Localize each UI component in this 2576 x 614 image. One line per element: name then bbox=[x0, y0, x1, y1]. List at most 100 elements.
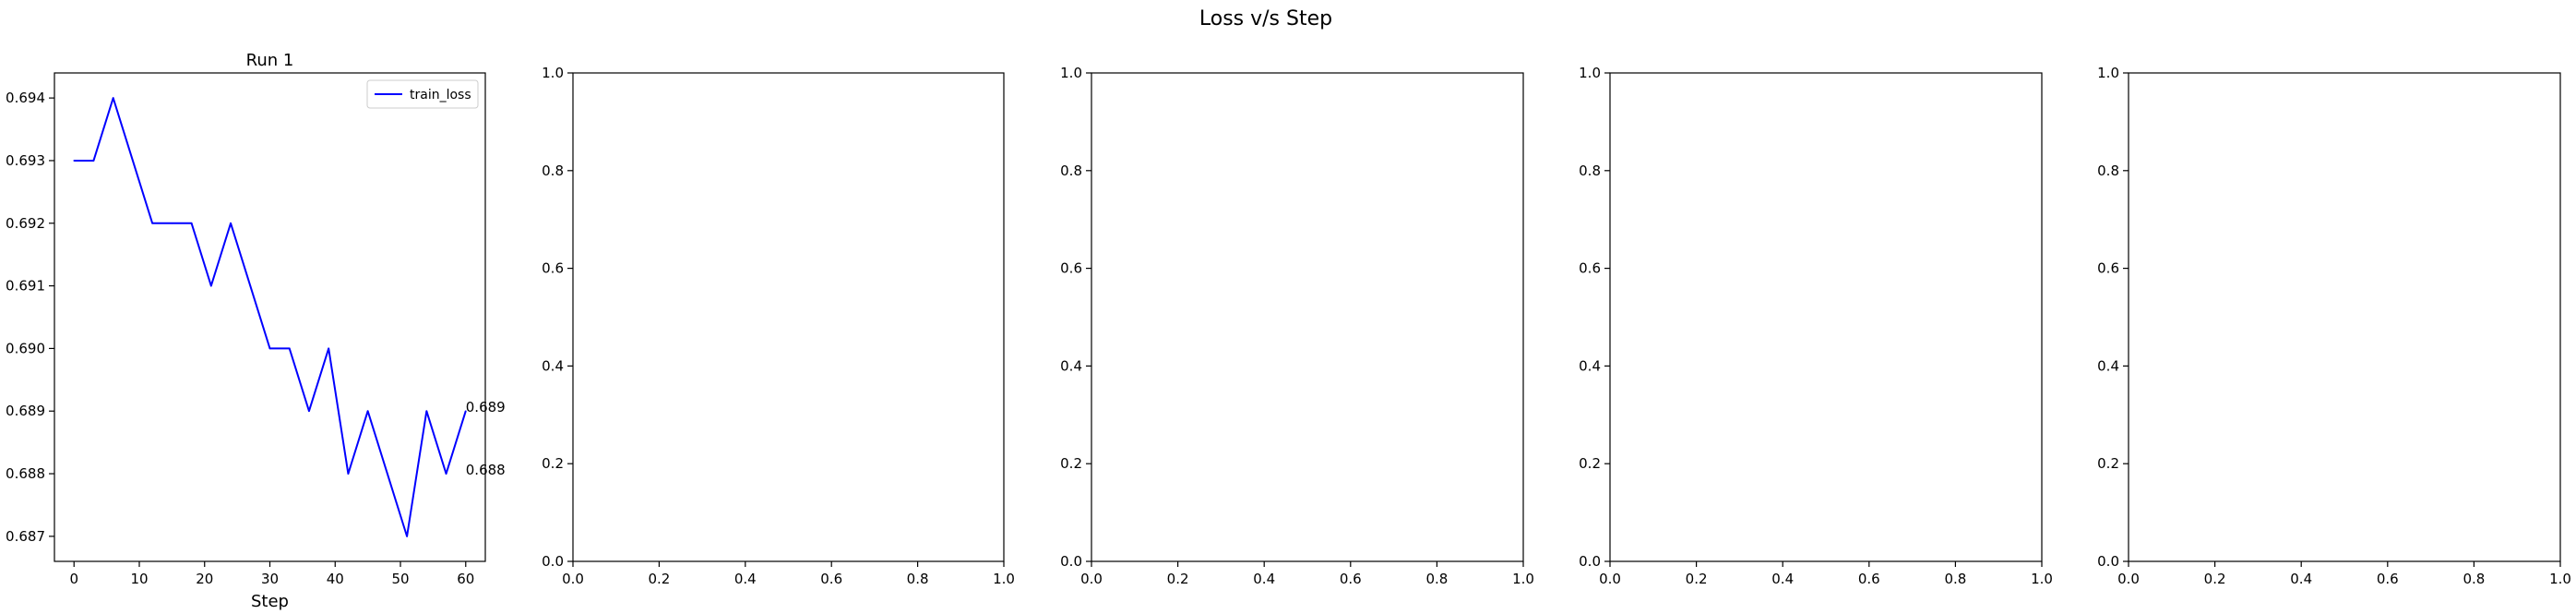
y-tick-label: 0.691 bbox=[6, 278, 45, 295]
y-tick-label: 0.4 bbox=[542, 357, 564, 374]
x-tick-label: 0.0 bbox=[2117, 571, 2140, 587]
y-tick-label: 0.2 bbox=[1579, 455, 1601, 472]
data-point bbox=[347, 473, 350, 475]
y-tick-label: 0.8 bbox=[2097, 163, 2119, 179]
x-tick-label: 0.8 bbox=[1944, 571, 1966, 587]
data-point bbox=[73, 160, 76, 162]
x-tick-label: 0.0 bbox=[1599, 571, 1621, 587]
y-tick-label: 1.0 bbox=[1579, 65, 1601, 81]
x-tick-label: 0.2 bbox=[2204, 571, 2226, 587]
x-tick-label: 0.2 bbox=[1686, 571, 1708, 587]
data-point bbox=[387, 473, 388, 475]
y-tick-label: 0.0 bbox=[2097, 553, 2119, 570]
x-tick-label: 1.0 bbox=[1512, 571, 1534, 587]
data-point bbox=[190, 222, 193, 224]
data-point bbox=[445, 473, 447, 475]
y-tick-label: 0.692 bbox=[6, 215, 45, 232]
y-tick-label: 0.693 bbox=[6, 152, 45, 169]
x-tick-label: 0.4 bbox=[1253, 571, 1275, 587]
subplot-title: Run 1 bbox=[246, 51, 294, 70]
y-tick-label: 0.687 bbox=[6, 528, 45, 545]
y-tick-label: 0.0 bbox=[1579, 553, 1601, 570]
x-tick-label: 30 bbox=[261, 571, 279, 587]
x-tick-label: 10 bbox=[130, 571, 148, 587]
y-tick-label: 1.0 bbox=[542, 65, 564, 81]
x-tick-label: 0.4 bbox=[1771, 571, 1794, 587]
data-point bbox=[151, 222, 153, 224]
x-tick-label: 0.8 bbox=[907, 571, 929, 587]
y-tick-label: 0.8 bbox=[1579, 163, 1601, 179]
data-point bbox=[328, 347, 329, 350]
y-tick-label: 0.2 bbox=[542, 455, 564, 472]
y-tick-label: 0.8 bbox=[1060, 163, 1082, 179]
legend-label: train_loss bbox=[410, 88, 471, 102]
legend-box bbox=[366, 79, 479, 109]
y-tick-label: 0.694 bbox=[6, 90, 45, 106]
figure-title: Loss v/s Step bbox=[1199, 7, 1332, 30]
x-tick-label: 0.4 bbox=[2290, 571, 2312, 587]
y-tick-label: 0.6 bbox=[1579, 260, 1601, 277]
y-tick-label: 0.2 bbox=[1060, 455, 1082, 472]
x-tick-label: 0.6 bbox=[1858, 571, 1880, 587]
y-tick-label: 0.6 bbox=[2097, 260, 2119, 277]
data-point bbox=[268, 347, 271, 350]
x-tick-label: 1.0 bbox=[2031, 571, 2053, 587]
x-tick-label: 0.0 bbox=[1080, 571, 1103, 587]
axes-frame bbox=[1609, 72, 2043, 562]
data-point bbox=[132, 160, 134, 162]
y-tick-label: 0.8 bbox=[542, 163, 564, 179]
axes-frame bbox=[2128, 72, 2561, 562]
y-tick-label: 0.688 bbox=[6, 465, 45, 482]
data-point bbox=[366, 410, 369, 413]
x-tick-label: 50 bbox=[391, 571, 409, 587]
legend: train_loss bbox=[366, 79, 479, 109]
data-label: 0.688 bbox=[466, 462, 506, 478]
y-tick-label: 0.4 bbox=[2097, 357, 2119, 374]
data-point bbox=[425, 410, 428, 413]
subplot-1: 0 10 20 30 40 50 60 0.687 0.688 0.689 0.690 0.691 0.… bbox=[6, 51, 506, 611]
y-tick-label: 0.4 bbox=[1060, 357, 1082, 374]
subplot-2: 0.0 0.2 0.4 0.6 0.8 1.0 0.0 0.2 0.4 0.6 0.8 1.0 bbox=[542, 65, 1015, 587]
x-tick-label: 0.8 bbox=[1425, 571, 1448, 587]
x-tick-label: 1.0 bbox=[2549, 571, 2571, 587]
data-point bbox=[230, 222, 232, 224]
axes-frame bbox=[1091, 72, 1524, 562]
data-point bbox=[210, 284, 212, 287]
y-tick-label: 1.0 bbox=[2097, 65, 2119, 81]
data-point bbox=[308, 410, 310, 413]
subplot-5: 0.0 0.2 0.4 0.6 0.8 1.0 0.0 0.2 0.4 0.6 0.8 1.0 bbox=[2097, 65, 2571, 587]
x-tick-label: 0.2 bbox=[648, 571, 670, 587]
y-tick-label: 1.0 bbox=[1060, 65, 1082, 81]
x-tick-label: 0 bbox=[69, 571, 78, 587]
x-tick-label: 0.2 bbox=[1167, 571, 1189, 587]
subplot-panels: 0 10 20 30 40 50 60 0.687 0.688 0.689 0.690 0.691 0.… bbox=[6, 51, 2571, 611]
y-tick-label: 0.0 bbox=[1060, 553, 1082, 570]
data-point bbox=[112, 97, 114, 99]
x-tick-label: 1.0 bbox=[993, 571, 1015, 587]
x-tick-label: 60 bbox=[457, 571, 474, 587]
subplot-3: 0.0 0.2 0.4 0.6 0.8 1.0 0.0 0.2 0.4 0.6 0.8 1.0 bbox=[1060, 65, 1534, 587]
x-tick-label: 0.4 bbox=[734, 571, 757, 587]
data-point bbox=[464, 410, 467, 413]
data-point bbox=[92, 160, 95, 162]
data-point bbox=[288, 347, 291, 350]
data-point bbox=[249, 284, 252, 287]
y-tick-label: 0.2 bbox=[2097, 455, 2119, 472]
x-tick-label: 40 bbox=[327, 571, 344, 587]
data-point bbox=[406, 536, 408, 537]
data-label: 0.689 bbox=[466, 399, 506, 415]
y-tick-label: 0.0 bbox=[542, 553, 564, 570]
axes-frame bbox=[572, 72, 1005, 562]
x-tick-label: 0.6 bbox=[2377, 571, 2399, 587]
x-tick-label: 0.6 bbox=[1340, 571, 1362, 587]
x-tick-label: 20 bbox=[196, 571, 213, 587]
x-tick-label: 0.0 bbox=[562, 571, 584, 587]
y-tick-label: 0.4 bbox=[1579, 357, 1601, 374]
y-tick-label: 0.6 bbox=[1060, 260, 1082, 277]
x-tick-label: 0.6 bbox=[820, 571, 842, 587]
x-axis-label: Step bbox=[251, 592, 289, 611]
x-tick-label: 0.8 bbox=[2463, 571, 2485, 587]
y-tick-label: 0.690 bbox=[6, 340, 45, 356]
subplot-4: 0.0 0.2 0.4 0.6 0.8 1.0 0.0 0.2 0.4 0.6 0.8 1.0 bbox=[1579, 65, 2053, 587]
